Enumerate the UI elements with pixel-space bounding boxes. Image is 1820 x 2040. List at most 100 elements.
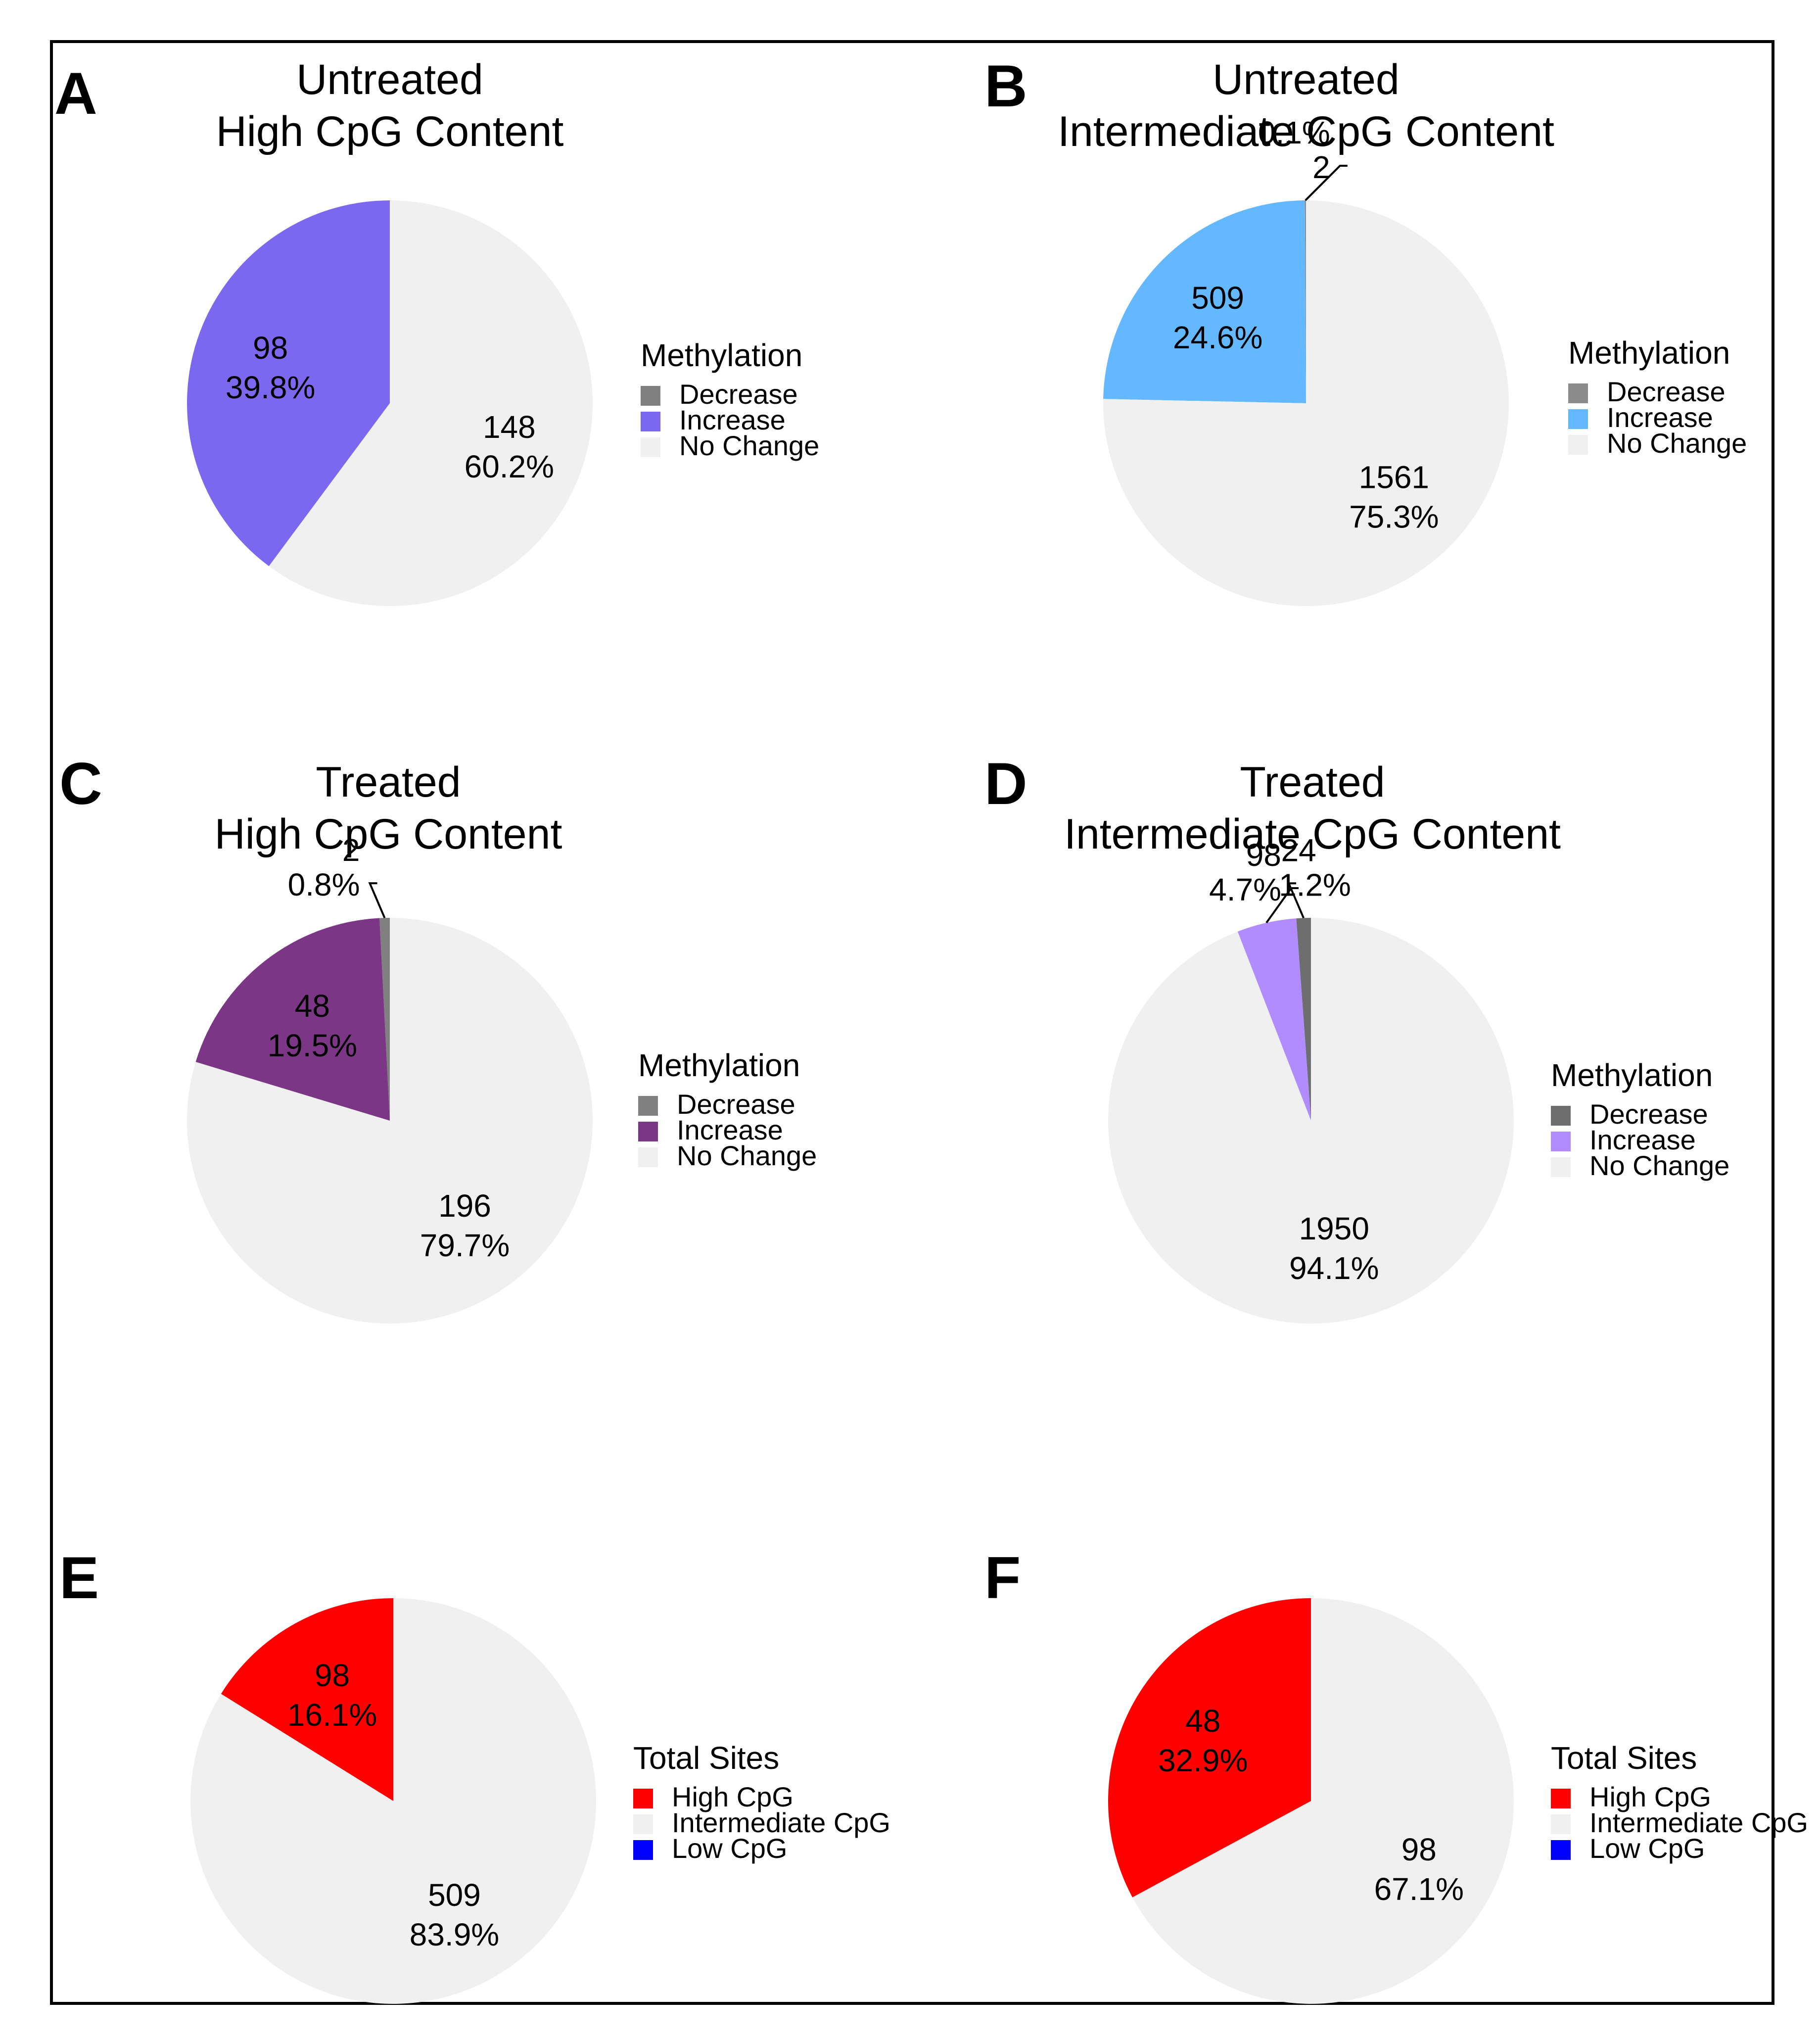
pie-slice-increase [195, 918, 390, 1121]
legend-item-label: Low CpG [672, 1833, 787, 1864]
pie-slice-decrease [1296, 918, 1311, 1121]
legend-title: Total Sites [1551, 1740, 1697, 1776]
slice-percent-label: 60.2% [465, 449, 554, 484]
pie-slice-no-change [1103, 200, 1509, 606]
legend-item-label: No Change [1589, 1150, 1729, 1181]
legend-swatch [641, 386, 660, 406]
chart-title-line: Intermediate CpG Content [1058, 108, 1554, 155]
slice-percent-label: 32.9% [1158, 1743, 1248, 1778]
pie-slice-intermediate-cpg [190, 1598, 597, 2004]
chart-title-line: Intermediate CpG Content [1064, 810, 1561, 858]
legend-title: Methylation [1551, 1057, 1713, 1093]
pie-slice-high-cpg [221, 1598, 393, 1801]
slice-percent-label: 19.5% [268, 1028, 357, 1063]
legend-swatch [1551, 1814, 1571, 1834]
slice-percent-label: 75.3% [1349, 499, 1439, 535]
panel-letter: E [59, 1545, 99, 1611]
slice-leader-line [368, 882, 386, 918]
slice-percent-label: 94.1% [1289, 1250, 1379, 1286]
legend-item-label: Increase [1589, 1124, 1696, 1155]
slice-percent-label: 0.8% [288, 867, 360, 902]
slice-count-label: 98 [1246, 837, 1281, 873]
legend-title: Methylation [641, 337, 802, 373]
pie-chart-panel-e: E 98 16.1% 509 83.9% Total Sites High CpGInter… [59, 1545, 890, 2004]
slice-percent-label: 79.7% [420, 1228, 510, 1263]
legend-swatch [1551, 1157, 1571, 1177]
panel-letter: A [54, 60, 97, 127]
slice-percent-label: 67.1% [1374, 1871, 1464, 1907]
legend-item-label: High CpG [1589, 1781, 1711, 1812]
legend-swatch [638, 1096, 658, 1116]
pie-slice-increase [1103, 200, 1306, 403]
legend-title: Methylation [638, 1047, 800, 1083]
slice-count-label: 24 [1281, 832, 1316, 868]
panel-letter: C [59, 751, 102, 817]
slice-percent-label: 39.8% [226, 370, 315, 405]
slice-count-label: 196 [438, 1188, 491, 1224]
legend-swatch [1551, 1132, 1571, 1151]
legend-swatch [641, 412, 660, 431]
legend-swatch [633, 1840, 653, 1860]
pie-chart-panel-f: F 48 32.9% 98 67.1% Total Sites High CpGInterm… [984, 1545, 1808, 2004]
legend-swatch [1568, 435, 1588, 455]
panel-letter: D [984, 751, 1027, 817]
legend-item-label: High CpG [672, 1781, 793, 1812]
pie-slice-high-cpg [1108, 1598, 1311, 1898]
slice-count-label: 1950 [1299, 1211, 1369, 1246]
legend-swatch [1551, 1840, 1571, 1860]
legend-item-label: Increase [677, 1114, 783, 1145]
slice-leader-line [1305, 165, 1348, 201]
legend-item-label: Decrease [1589, 1098, 1708, 1130]
legend-swatch [633, 1814, 653, 1834]
pie-slice-intermediate-cpg [1132, 1598, 1514, 2004]
legend-item-label: Intermediate CpG [1589, 1807, 1808, 1838]
slice-percent-label: 16.1% [287, 1697, 377, 1733]
slice-count-label: 98 [1401, 1832, 1437, 1867]
legend-swatch [638, 1147, 658, 1167]
legend-title: Methylation [1568, 335, 1730, 371]
pie-slice-decrease [379, 918, 390, 1121]
legend-item-label: Decrease [1607, 376, 1726, 407]
chart-title-line: Treated [316, 759, 461, 806]
slice-leader-line [1265, 887, 1299, 924]
slice-count-label: 98 [315, 1658, 350, 1693]
pie-slice-no-change [269, 200, 593, 606]
chart-title-line: High CpG Content [215, 810, 562, 858]
slice-count-label: 2 [342, 832, 360, 868]
slice-percent-label: 4.7% [1209, 872, 1281, 907]
pie-slice-increase [187, 200, 390, 567]
pie-slice-no-change [1108, 918, 1514, 1324]
pie-chart-panel-a: A Untreated High CpG Content 98 39.8% 148 60.2… [54, 56, 819, 606]
legend-title: Total Sites [633, 1740, 779, 1776]
pie-slice-decrease [1305, 200, 1306, 403]
legend-swatch [1568, 383, 1588, 403]
chart-title-line: Untreated [1213, 56, 1400, 103]
legend-item-label: No Change [1607, 427, 1747, 459]
legend-item-label: Increase [1607, 402, 1713, 433]
slice-percent-label: 2 [1312, 149, 1330, 185]
panel-letter: F [984, 1545, 1021, 1611]
pie-slice-no-change [187, 918, 593, 1324]
legend-swatch [633, 1789, 653, 1808]
slice-count-label: 48 [295, 988, 330, 1024]
legend-swatch [641, 437, 660, 457]
slice-percent-label: 24.6% [1173, 320, 1262, 355]
slice-count-label: 0.1% [1258, 115, 1330, 150]
chart-title-line: Untreated [296, 56, 483, 103]
slice-percent-label: 83.9% [410, 1917, 499, 1952]
slice-count-label: 98 [253, 330, 288, 366]
slice-count-label: 509 [428, 1877, 481, 1913]
slice-count-label: 1561 [1359, 460, 1429, 495]
legend-item-label: Increase [679, 404, 786, 435]
legend-item-label: Intermediate CpG [672, 1807, 890, 1838]
legend-item-label: Low CpG [1589, 1833, 1705, 1864]
